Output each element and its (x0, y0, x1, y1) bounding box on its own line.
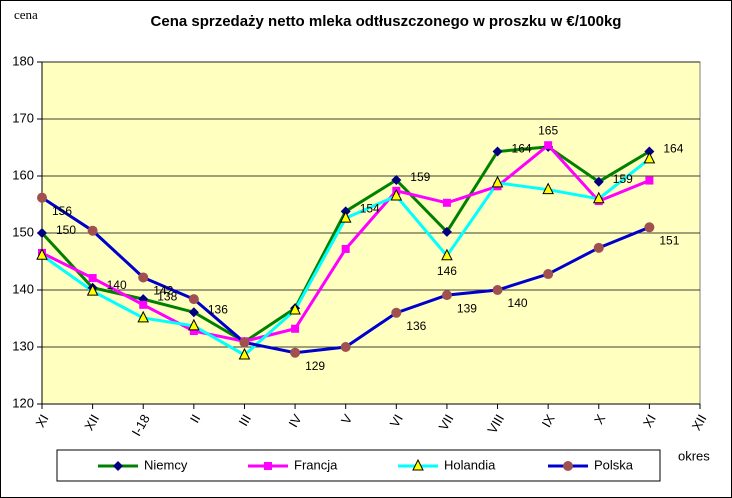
marker (188, 307, 199, 318)
y-tick-label: 120 (12, 395, 34, 410)
data-label: 150 (56, 223, 76, 237)
marker (37, 192, 47, 203)
data-label: 136 (406, 319, 426, 333)
y-tick-label: 140 (12, 281, 34, 296)
marker (645, 176, 654, 185)
marker (139, 300, 148, 309)
marker (137, 310, 150, 323)
marker (87, 225, 98, 236)
data-label: 140 (107, 278, 127, 292)
marker (390, 188, 403, 201)
y-tick-label: 160 (12, 167, 34, 182)
marker (593, 176, 604, 187)
data-label: 140 (508, 296, 528, 310)
marker (563, 461, 573, 471)
marker (113, 461, 123, 471)
data-label: 164 (663, 142, 683, 156)
y-axis-label: cena (14, 7, 38, 22)
marker (441, 248, 453, 261)
marker (542, 182, 554, 195)
data-label: 165 (538, 123, 558, 137)
legend-label: Niemcy (144, 457, 188, 472)
data-label: 139 (457, 301, 477, 315)
x-tick-label: XII (81, 412, 102, 433)
marker (188, 318, 200, 331)
marker (340, 342, 351, 352)
marker (391, 174, 402, 185)
legend-label: Holandia (444, 457, 496, 472)
y-tick-label: 150 (12, 224, 34, 239)
marker (592, 191, 605, 204)
y-tick-label: 130 (12, 338, 34, 353)
marker (289, 302, 301, 315)
legend-label: Polska (594, 457, 634, 472)
marker (290, 347, 301, 358)
marker (543, 269, 554, 280)
marker (412, 458, 424, 471)
marker (36, 248, 48, 260)
marker (138, 272, 149, 283)
marker (239, 337, 250, 348)
marker (238, 347, 251, 360)
marker (441, 226, 452, 237)
data-label: 142 (153, 284, 173, 298)
marker (593, 242, 604, 253)
x-tick-label: VII (436, 412, 457, 433)
marker (644, 146, 655, 157)
marker (491, 175, 504, 188)
marker (492, 146, 503, 157)
data-label: 164 (512, 142, 532, 156)
marker (37, 228, 47, 238)
data-label: 159 (613, 172, 633, 186)
data-label: 154 (360, 202, 380, 216)
x-axis-label: okres (678, 448, 710, 463)
marker (441, 290, 452, 301)
marker (189, 327, 198, 336)
data-label: 138 (157, 289, 177, 303)
marker (86, 284, 99, 296)
marker (341, 244, 350, 253)
data-label: 151 (659, 233, 679, 247)
marker (643, 151, 656, 164)
marker (391, 307, 402, 318)
x-tick-label: XII (689, 412, 710, 433)
data-label: 159 (410, 170, 430, 184)
data-label: 129 (305, 359, 325, 373)
y-tick-label: 180 (12, 53, 34, 68)
marker (291, 324, 300, 333)
marker (644, 222, 655, 233)
marker (339, 211, 352, 223)
data-label: 156 (52, 204, 72, 218)
data-label: 146 (437, 264, 457, 278)
data-label: 136 (208, 302, 228, 316)
y-tick-label: 170 (12, 110, 34, 125)
marker (544, 141, 553, 150)
chart-title: Cena sprzedaży netto mleka odtłuszczoneg… (151, 13, 622, 30)
legend-label: Francja (294, 457, 338, 472)
marker (264, 462, 272, 470)
marker (188, 294, 199, 305)
marker (88, 274, 97, 283)
marker (442, 198, 451, 207)
marker (492, 285, 503, 295)
